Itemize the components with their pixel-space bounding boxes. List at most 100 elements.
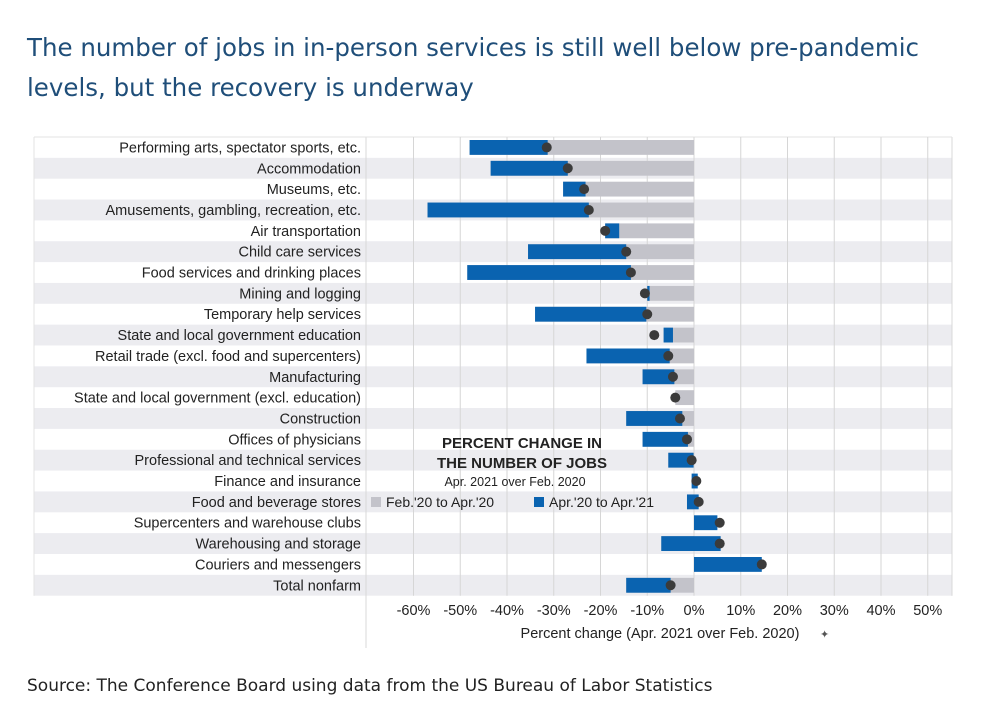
bar-apr20-apr21 — [668, 452, 694, 468]
bar-apr20-apr21 — [626, 577, 671, 593]
category-label: State and local government education — [118, 328, 361, 344]
row-band — [34, 574, 952, 596]
dot-net-change — [649, 330, 660, 341]
category-label: Child care services — [239, 245, 362, 261]
dot-net-change — [691, 476, 702, 487]
bar-apr20-apr21 — [686, 494, 699, 510]
category-label: Offices of physicians — [228, 432, 361, 448]
legend-swatch-feb-apr20 — [371, 497, 381, 507]
bar-feb-apr20 — [647, 285, 694, 301]
legend: Feb.'20 to Apr.'20 Apr.'20 to Apr.'21 — [371, 494, 654, 510]
bar-apr20-apr21 — [605, 223, 620, 239]
bar-apr20-apr21 — [642, 431, 688, 447]
dot-net-change — [600, 225, 611, 236]
bar-apr20-apr21 — [663, 327, 673, 343]
bar-feb-apr20 — [563, 181, 694, 197]
category-label: Supercenters and warehouse clubs — [134, 516, 361, 532]
x-tick-label: -10% — [630, 603, 664, 619]
dot-net-change — [579, 184, 590, 195]
dot-net-change — [756, 559, 767, 570]
dot-net-change — [665, 580, 676, 591]
bar-apr20-apr21 — [535, 306, 647, 322]
x-tick-label: 10% — [726, 603, 755, 619]
row-band — [34, 324, 952, 346]
category-label: State and local government (excl. educat… — [74, 391, 361, 407]
category-label: Warehousing and storage — [195, 537, 361, 553]
bar-apr20-apr21 — [469, 140, 548, 155]
legend-label-apr20-apr21: Apr.'20 to Apr.'21 — [549, 494, 654, 510]
row-band — [34, 241, 952, 263]
dot-net-change — [714, 538, 725, 549]
bar-apr20-apr21 — [586, 348, 670, 364]
dot-net-change — [674, 413, 685, 424]
category-label: Amusements, gambling, recreation, etc. — [106, 203, 361, 219]
category-labels: Performing arts, spectator sports, etc. A… — [74, 140, 361, 594]
category-label: Professional and technical services — [135, 453, 361, 469]
dot-net-change — [583, 204, 594, 215]
dot-net-change — [714, 517, 725, 528]
annotation: PERCENT CHANGE IN THE NUMBER OF JOBS Apr… — [437, 435, 607, 489]
category-label: Finance and insurance — [214, 474, 361, 490]
category-label: Total nonfarm — [273, 578, 361, 594]
category-label: Food services and drinking places — [142, 266, 361, 282]
row-band — [34, 366, 952, 388]
bar-apr20-apr21 — [694, 557, 762, 572]
category-label: Manufacturing — [269, 370, 361, 386]
x-tick-label: 40% — [866, 603, 895, 619]
row-band — [34, 533, 952, 554]
bar-feb-apr20 — [605, 223, 694, 239]
category-label: Construction — [280, 411, 361, 427]
dot-net-change — [686, 455, 697, 466]
bar-apr20-apr21 — [528, 244, 627, 260]
x-tick-label: -20% — [584, 603, 618, 619]
bar-feb-apr20 — [675, 390, 694, 406]
category-label: Accommodation — [257, 161, 361, 177]
x-tick-label: -40% — [490, 603, 524, 619]
row-bands — [34, 157, 952, 596]
bar-apr20-apr21 — [642, 369, 675, 385]
annotation-line2: THE NUMBER OF JOBS — [437, 455, 607, 472]
x-tick-labels: -60% -50% -40% -30% -20% -10% 0% 10% 20% 30% 40% 50… — [397, 603, 943, 619]
x-tick-label: -30% — [537, 603, 571, 619]
row-band — [34, 449, 952, 471]
bar-apr20-apr21 — [467, 265, 631, 280]
category-label: Food and beverage stores — [192, 495, 361, 511]
dot-net-change — [562, 163, 573, 174]
pin-icon: ✦ — [820, 629, 829, 641]
chart-title: The number of jobs in in-person services… — [27, 33, 920, 102]
legend-label-feb-apr20: Feb.'20 to Apr.'20 — [386, 494, 494, 510]
category-label: Air transportation — [251, 224, 361, 240]
bar-apr20-apr21 — [563, 181, 586, 197]
category-label: Performing arts, spectator sports, etc. — [119, 140, 361, 156]
x-axis-label: Percent change (Apr. 2021 over Feb. 2020… — [521, 626, 800, 642]
x-tick-label: 0% — [684, 603, 705, 619]
annotation-line3: Apr. 2021 over Feb. 2020 — [444, 475, 585, 489]
x-tick-label: -60% — [397, 603, 431, 619]
dot-net-change — [670, 392, 681, 403]
dot-net-change — [639, 288, 650, 299]
x-tick-label: -50% — [443, 603, 477, 619]
dot-net-change — [625, 267, 636, 278]
row-band — [34, 491, 952, 513]
category-label: Couriers and messengers — [195, 557, 361, 573]
bar-apr20-apr21 — [490, 160, 568, 176]
dot-net-change — [667, 371, 678, 382]
source-note: Source: The Conference Board using data … — [27, 676, 713, 696]
x-tick-label: 30% — [820, 603, 849, 619]
category-label: Temporary help services — [204, 307, 361, 323]
dot-net-change — [621, 246, 632, 257]
bar-apr20-apr21 — [626, 411, 683, 426]
bar-apr20-apr21 — [661, 536, 721, 551]
dot-net-change — [642, 309, 653, 320]
legend-swatch-apr20-apr21 — [534, 497, 544, 507]
annotation-line1: PERCENT CHANGE IN — [442, 435, 602, 452]
x-tick-label: 20% — [773, 603, 802, 619]
category-label: Museums, etc. — [267, 182, 361, 198]
row-band — [34, 408, 952, 429]
dot-net-change — [541, 142, 552, 153]
bar-apr20-apr21 — [427, 202, 589, 218]
bar-apr20-apr21 — [694, 515, 718, 531]
dot-net-change — [681, 434, 692, 445]
dot-net-change — [693, 496, 704, 507]
